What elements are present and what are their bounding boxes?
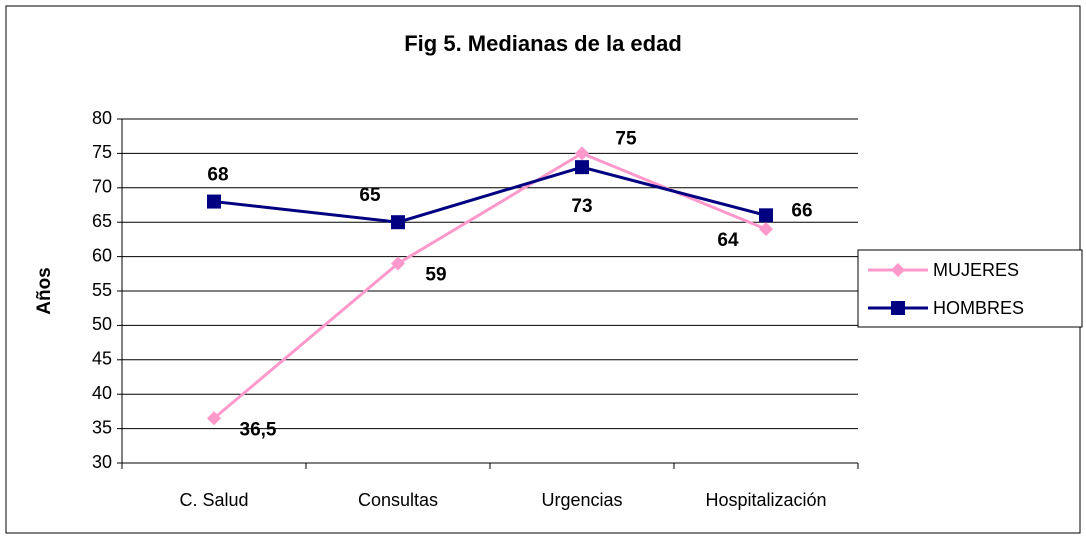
- series-line: [213, 165, 767, 224]
- y-tick-label: 55: [92, 280, 112, 300]
- y-tick-label: 50: [92, 314, 112, 334]
- data-label: 59: [425, 264, 446, 285]
- legend-marker: [891, 263, 905, 277]
- y-tick-label: 70: [92, 177, 112, 197]
- x-tick-label: Urgencias: [541, 490, 622, 510]
- data-label: 65: [359, 185, 381, 206]
- y-tick-label: 60: [92, 245, 112, 265]
- y-tick-label: 35: [92, 417, 112, 437]
- x-tick-label: Hospitalización: [705, 490, 826, 510]
- chart-title: Fig 5. Medianas de la edad: [404, 31, 682, 56]
- data-label: 64: [717, 230, 739, 251]
- data-label: 75: [615, 128, 637, 149]
- data-point: [391, 215, 405, 230]
- x-tick-label: Consultas: [358, 490, 438, 510]
- data-label: 66: [791, 200, 812, 221]
- data-label: 73: [571, 196, 592, 217]
- y-tick-label: 65: [92, 211, 112, 231]
- data-point: [207, 411, 221, 426]
- y-tick-label: 80: [92, 108, 112, 128]
- data-point: [575, 160, 589, 175]
- y-axis-label: Años: [34, 267, 55, 315]
- legend-label: MUJERES: [933, 260, 1019, 280]
- y-tick-label: 45: [92, 349, 112, 369]
- y-tick-label: 30: [92, 452, 112, 472]
- data-point: [207, 194, 221, 209]
- data-point: [575, 146, 589, 161]
- data-point: [759, 222, 773, 237]
- data-label: 36,5: [240, 419, 277, 440]
- data-point: [759, 208, 773, 223]
- data-label: 68: [207, 165, 228, 186]
- x-tick-label: C. Salud: [179, 490, 248, 510]
- legend-label: HOMBRES: [933, 298, 1024, 318]
- y-tick-label: 40: [92, 383, 112, 403]
- legend-marker: [891, 301, 905, 315]
- data-point: [391, 256, 405, 271]
- y-tick-label: 75: [92, 142, 112, 162]
